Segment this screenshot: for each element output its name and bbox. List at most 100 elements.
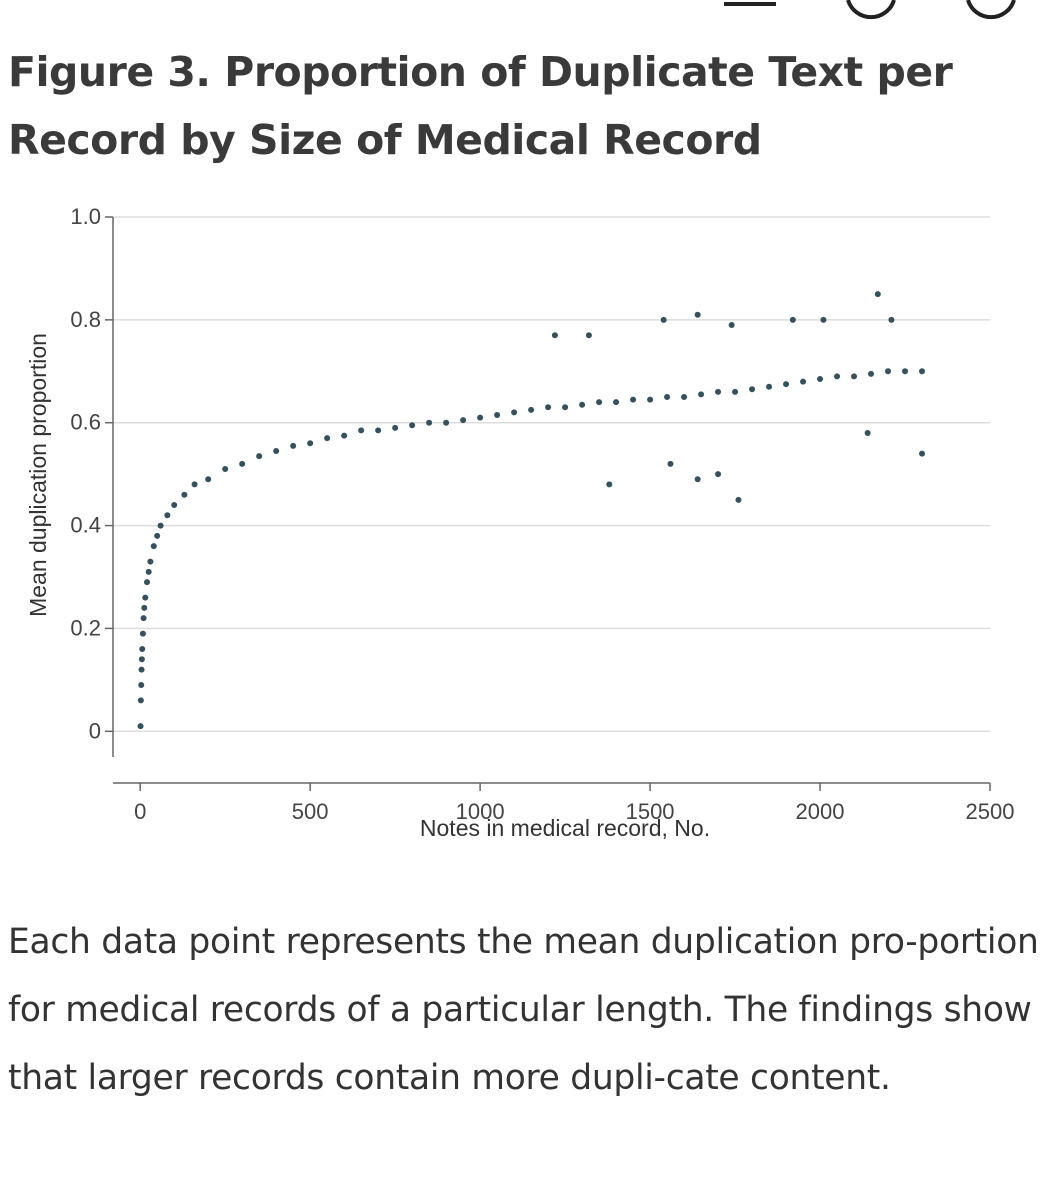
data-point <box>460 417 467 424</box>
data-point <box>606 481 613 488</box>
y-tick-label: 0.6 <box>70 410 101 435</box>
data-point <box>138 682 145 688</box>
x-tick-label: 0 <box>134 799 146 824</box>
data-point <box>888 316 895 323</box>
x-tick-label: 500 <box>292 799 329 824</box>
data-point <box>273 448 280 454</box>
data-point <box>562 404 569 411</box>
data-point <box>222 466 229 472</box>
data-point <box>138 656 145 663</box>
data-point <box>139 630 146 637</box>
data-point <box>735 496 742 503</box>
data-point <box>290 442 297 449</box>
figure-caption: Each data point represents the mean dupl… <box>8 922 1039 1098</box>
x-tick-label: 1000 <box>456 799 505 824</box>
data-point <box>551 332 558 339</box>
y-tick-label: 0 <box>89 718 101 743</box>
data-point <box>157 522 164 529</box>
data-point <box>817 376 824 382</box>
scatter-chart: 0 0.2 0.4 0.6 0.8 1.0 0 500 1000 1500 2000 2500 Not… <box>25 204 1014 841</box>
data-point <box>181 491 188 498</box>
data-point <box>585 332 592 339</box>
data-point <box>392 424 399 431</box>
data-point <box>694 476 701 483</box>
data-point <box>139 646 146 652</box>
data-point <box>885 368 892 375</box>
data-point <box>613 399 620 406</box>
data-points <box>137 291 926 730</box>
y-axis-label: Mean duplication proportion <box>25 333 51 617</box>
more-icon[interactable] <box>966 0 1016 20</box>
data-point <box>800 378 807 385</box>
data-point <box>256 453 263 460</box>
data-point <box>647 396 654 403</box>
data-point <box>191 481 198 488</box>
data-point <box>851 373 858 380</box>
y-tick-label: 0.4 <box>70 513 101 538</box>
data-point <box>864 430 871 436</box>
data-point <box>154 532 161 539</box>
x-tick-label: 1500 <box>626 799 675 824</box>
x-tick-label: 2500 <box>966 799 1015 824</box>
data-point <box>660 316 667 323</box>
data-point <box>868 370 875 377</box>
x-tick-label: 2000 <box>796 799 845 824</box>
axes: 0 0.2 0.4 0.6 0.8 1.0 0 500 1000 1500 2000 2500 <box>70 204 1014 824</box>
data-point <box>150 543 157 550</box>
data-point <box>874 291 881 298</box>
data-point <box>766 383 773 390</box>
data-point <box>138 666 145 673</box>
data-point <box>409 422 416 429</box>
data-point <box>664 394 671 400</box>
data-point <box>820 316 827 323</box>
data-point <box>834 373 841 380</box>
data-point <box>477 414 484 421</box>
data-point <box>596 399 603 406</box>
data-point <box>715 471 722 478</box>
data-point <box>694 311 701 318</box>
data-point <box>667 460 674 467</box>
data-point <box>147 558 154 565</box>
data-point <box>494 412 501 418</box>
data-point <box>783 381 790 388</box>
data-point <box>732 388 739 395</box>
data-point <box>143 579 150 586</box>
data-point <box>902 368 909 375</box>
y-tick-label: 0.8 <box>70 307 101 332</box>
data-point <box>443 419 450 426</box>
data-point <box>375 427 382 434</box>
y-tick-label: 1.0 <box>70 204 101 229</box>
data-point <box>579 401 586 408</box>
data-point <box>142 594 149 601</box>
data-point <box>137 723 144 730</box>
data-point <box>728 322 735 328</box>
share-icon[interactable] <box>846 0 896 20</box>
data-point <box>341 432 348 439</box>
data-point <box>171 502 178 508</box>
data-point <box>630 396 637 403</box>
data-point <box>426 419 433 426</box>
data-point <box>789 316 796 323</box>
gridlines <box>113 216 990 733</box>
data-point <box>141 604 148 611</box>
toolbar-icons-svg <box>724 0 1016 20</box>
x-axis-label: Notes in medical record, No. <box>420 815 710 841</box>
data-point <box>698 391 705 398</box>
data-point <box>164 512 171 519</box>
figure-title: Figure 3. Proportion of Duplicate Text p… <box>8 48 953 164</box>
toolbar-icons <box>0 0 1064 20</box>
data-point <box>919 450 926 457</box>
data-point <box>681 394 688 400</box>
data-point <box>358 427 365 434</box>
data-point <box>919 368 926 375</box>
data-point <box>140 615 147 622</box>
data-point <box>324 435 331 442</box>
data-point <box>545 404 552 411</box>
data-point <box>511 409 518 416</box>
data-point <box>749 386 756 393</box>
data-point <box>205 476 212 483</box>
data-point <box>528 406 535 413</box>
data-point <box>145 568 152 575</box>
data-point <box>239 460 246 467</box>
data-point <box>715 388 722 395</box>
